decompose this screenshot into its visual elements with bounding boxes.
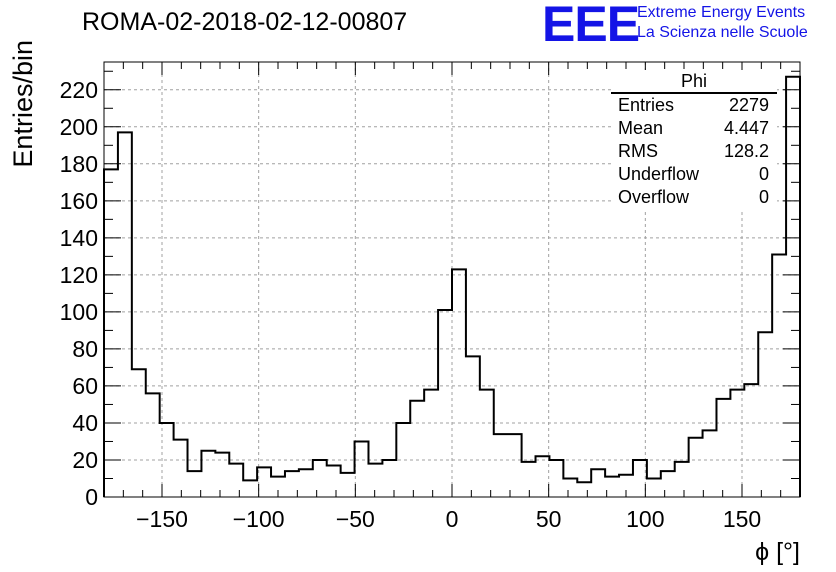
- x-tick-label: 150: [723, 506, 761, 532]
- stats-label: Mean: [618, 118, 664, 138]
- x-tick-label: 0: [446, 506, 459, 532]
- stats-value: 2279: [728, 95, 769, 115]
- y-tick-label: 180: [60, 151, 98, 177]
- x-tick-label: −50: [336, 506, 375, 532]
- y-tick-label: 100: [60, 299, 98, 325]
- logo-line-2: La Scienza nelle Scuole: [637, 24, 808, 41]
- y-tick-label: 160: [60, 188, 98, 214]
- y-axis-label: Entries/bin: [8, 40, 38, 168]
- stats-value: 128.2: [723, 141, 769, 161]
- stats-label: Underflow: [618, 164, 700, 184]
- stats-value: 4.447: [723, 118, 769, 138]
- stats-value: 0: [758, 164, 769, 184]
- y-tick-label: 120: [60, 262, 98, 288]
- stats-label: Overflow: [618, 187, 690, 207]
- y-tick-label: 20: [72, 447, 98, 473]
- y-tick-label: 140: [60, 225, 98, 251]
- y-tick-label: 40: [72, 410, 98, 436]
- y-tick-label: 220: [60, 77, 98, 103]
- y-tick-label: 80: [72, 336, 98, 362]
- eee-logo-text: Extreme Energy Events La Scienza nelle S…: [637, 3, 808, 43]
- logo-line-1: Extreme Energy Events: [637, 4, 806, 21]
- stats-row-entries: Entries 2279: [611, 94, 777, 117]
- stats-row-overflow: Overflow 0: [611, 186, 777, 209]
- stats-row-underflow: Underflow 0: [611, 163, 777, 186]
- y-tick-label: 60: [72, 373, 98, 399]
- x-tick-label: 50: [536, 506, 562, 532]
- x-tick-label: −150: [136, 506, 188, 532]
- y-tick-label: 200: [60, 114, 98, 140]
- stats-box: Phi Entries 2279 Mean 4.447 RMS 128.2 Un…: [611, 70, 777, 209]
- eee-logo: EEE: [542, 0, 640, 52]
- stats-row-rms: RMS 128.2: [611, 140, 777, 163]
- histogram-series: [103, 75, 801, 497]
- stats-row-mean: Mean 4.447: [611, 117, 777, 140]
- stats-label: RMS: [618, 141, 658, 161]
- x-tick-label: −100: [233, 506, 285, 532]
- chart-title: ROMA-02-2018-02-12-00807: [82, 8, 408, 36]
- x-tick-label: 100: [626, 506, 664, 532]
- x-axis-label: ϕ [°]: [755, 538, 800, 566]
- stats-label: Entries: [618, 95, 675, 115]
- y-tick-label: 0: [85, 484, 98, 510]
- stats-value: 0: [758, 187, 769, 207]
- stats-title: Phi: [611, 70, 777, 94]
